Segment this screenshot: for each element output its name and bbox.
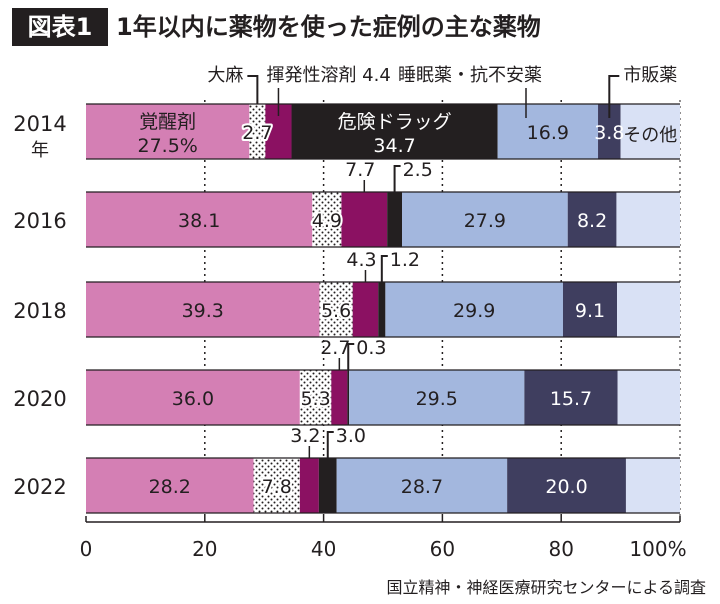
bar-segment bbox=[567, 192, 617, 247]
data-label: その他 bbox=[623, 125, 677, 146]
bar-segment bbox=[625, 458, 680, 513]
bar-segment bbox=[497, 104, 599, 159]
data-label: 36.0 bbox=[172, 388, 214, 410]
category-label: 2016 bbox=[13, 209, 66, 233]
leader-line bbox=[393, 165, 401, 192]
bar-segment bbox=[524, 370, 618, 425]
leader-line bbox=[608, 75, 620, 118]
data-label-callout: 1.2 bbox=[390, 249, 420, 271]
data-label: 29.9 bbox=[453, 300, 495, 322]
bar-segment bbox=[349, 370, 525, 425]
category-label: 2014 bbox=[13, 112, 66, 136]
legend-label-sleep: 睡眠薬・抗不安薬 bbox=[398, 65, 542, 86]
x-tick-label: 80 bbox=[548, 537, 573, 561]
bar-segment bbox=[299, 370, 332, 425]
data-label: 4.9 bbox=[312, 210, 342, 232]
data-label-callout: 2.7 bbox=[320, 337, 350, 359]
data-label: 16.9 bbox=[527, 122, 569, 144]
data-label: 5.3 bbox=[300, 388, 330, 410]
data-label: 28.2 bbox=[149, 476, 191, 498]
bar-segment bbox=[86, 458, 254, 513]
data-label: 20.0 bbox=[545, 476, 587, 498]
data-label: 29.5 bbox=[416, 388, 458, 410]
bar-segment bbox=[86, 282, 320, 337]
bar-segment bbox=[352, 282, 379, 337]
data-label-callout: 7.7 bbox=[345, 159, 375, 181]
bar-segment bbox=[378, 282, 386, 337]
legend-label-otc: 市販薬 bbox=[623, 65, 677, 86]
data-label-callout: 3.0 bbox=[336, 425, 366, 447]
data-label-callout: 3.2 bbox=[290, 425, 320, 447]
data-label: 27.5% bbox=[137, 135, 197, 157]
leader-line bbox=[326, 431, 334, 458]
bar-segment bbox=[253, 458, 300, 513]
bar-segment bbox=[562, 282, 618, 337]
source-note: 国立精神・神経医療研究センターによる調査 bbox=[386, 578, 706, 597]
bar-segment bbox=[402, 192, 568, 247]
bar-segment bbox=[347, 370, 350, 425]
bar-segment bbox=[336, 458, 508, 513]
x-tick-label: 40 bbox=[311, 537, 336, 561]
bar-segment bbox=[620, 104, 680, 159]
leader-line bbox=[347, 343, 355, 370]
leader-line bbox=[247, 75, 259, 104]
bar-segment bbox=[319, 282, 353, 337]
bar-segment bbox=[387, 192, 403, 247]
x-tick-label: 0 bbox=[80, 537, 93, 561]
data-label: 覚醒剤 bbox=[139, 111, 196, 133]
category-label: 2022 bbox=[13, 475, 66, 499]
category-label: 2018 bbox=[13, 299, 66, 323]
data-label-callout: 0.3 bbox=[356, 337, 386, 359]
data-label-callout: 2.5 bbox=[403, 159, 433, 181]
figure-label: 図表1 bbox=[12, 8, 108, 46]
bar-segment bbox=[86, 370, 300, 425]
bar-segment bbox=[291, 104, 498, 159]
x-tick-label: 20 bbox=[192, 537, 217, 561]
bar-segment bbox=[598, 104, 621, 159]
leader-line bbox=[380, 255, 388, 282]
data-label: 7.8 bbox=[262, 476, 292, 498]
chart-title: 1年以内に薬物を使った症例の主な薬物 bbox=[116, 13, 541, 41]
legend-label-solvent: 揮発性溶剤 4.4 bbox=[266, 65, 390, 86]
bar-segment bbox=[86, 104, 250, 159]
data-label: 39.3 bbox=[182, 300, 224, 322]
category-label: 年 bbox=[31, 140, 49, 161]
legend-label-cannabis: 大麻 bbox=[207, 65, 243, 86]
bar-segment bbox=[617, 370, 680, 425]
data-label: 2.7 bbox=[242, 122, 272, 144]
bar-segment bbox=[617, 282, 680, 337]
bar-segment bbox=[616, 192, 680, 247]
data-label: 3.8 bbox=[594, 122, 624, 144]
bar-segment bbox=[318, 458, 337, 513]
data-label: 9.1 bbox=[575, 300, 605, 322]
x-tick-label: 60 bbox=[430, 537, 455, 561]
category-label: 2020 bbox=[13, 387, 66, 411]
data-label: 8.2 bbox=[577, 210, 607, 232]
data-label-callout: 4.3 bbox=[346, 249, 376, 271]
bar-segment bbox=[249, 104, 266, 159]
data-label: 5.6 bbox=[321, 300, 351, 322]
data-label: 27.9 bbox=[464, 210, 506, 232]
bar-segment bbox=[86, 192, 313, 247]
data-label: 15.7 bbox=[550, 388, 592, 410]
x-tick-label: 100% bbox=[629, 537, 686, 561]
bar-segment bbox=[385, 282, 563, 337]
bar-segment bbox=[341, 192, 388, 247]
data-label: 28.7 bbox=[401, 476, 443, 498]
bar-segment bbox=[312, 192, 342, 247]
bar-segment bbox=[507, 458, 626, 513]
bar-segment bbox=[331, 370, 348, 425]
data-label: 38.1 bbox=[178, 210, 220, 232]
data-label: 34.7 bbox=[373, 135, 415, 157]
data-label: 危険ドラッグ bbox=[338, 111, 452, 133]
bar-segment bbox=[299, 458, 319, 513]
